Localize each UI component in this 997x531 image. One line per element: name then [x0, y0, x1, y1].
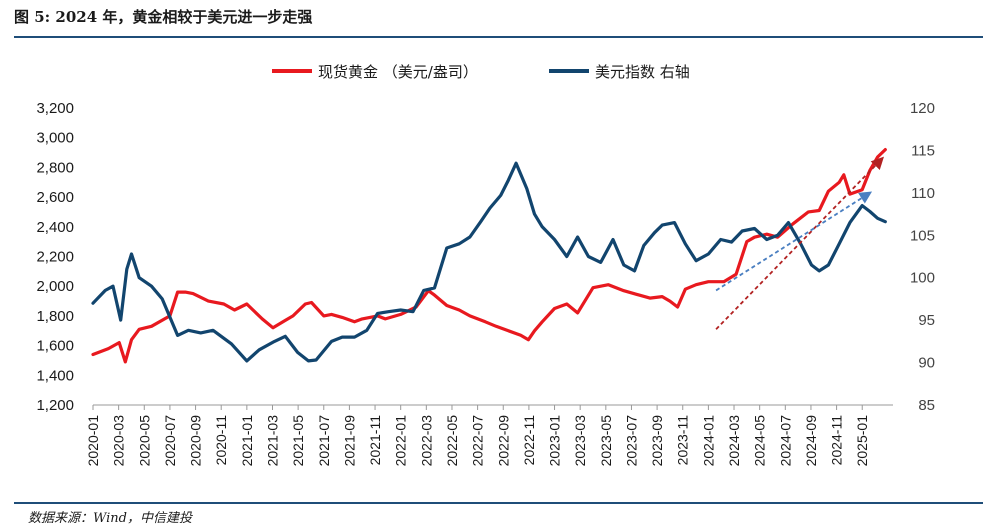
series-line-gold: [91, 148, 887, 364]
x-tick-label: 2020-01: [85, 415, 101, 467]
x-tick-label: 2022-05: [444, 415, 460, 467]
legend-label-usd: 美元指数 右轴: [595, 63, 690, 81]
y-right-tick-label: 90: [918, 355, 935, 372]
x-tick-label: 2023-05: [598, 415, 614, 467]
y-left-tick-label: 2,400: [36, 219, 74, 236]
x-tick-label: 2024-11: [829, 415, 845, 466]
x-tick-label: 2024-07: [777, 415, 793, 467]
x-tick-label: 2025-01: [854, 415, 870, 467]
x-tick-label: 2023-11: [675, 415, 691, 466]
y-right-tick-label: 105: [910, 227, 935, 244]
y-right-tick-label: 100: [910, 270, 935, 287]
x-tick-label: 2023-03: [572, 415, 588, 467]
bottom-rule: [14, 502, 983, 504]
y-left-tick-label: 3,000: [36, 130, 74, 147]
series-line-usd: [91, 161, 887, 363]
x-tick-label: 2021-09: [341, 415, 357, 467]
series-layer: [91, 148, 887, 364]
y-left-tick-label: 3,200: [36, 100, 74, 117]
x-tick-label: 2023-01: [547, 415, 563, 467]
source-note: 数据来源：Wind，中信建投: [28, 511, 192, 526]
legend-label-gold: 现货黄金 （美元/盎司）: [318, 63, 478, 81]
figure-title: 图 5: 2024 年，黄金相较于美元进一步走强: [14, 8, 313, 26]
x-tick-label: 2020-11: [213, 415, 229, 466]
x-tick-label: 2021-01: [239, 415, 255, 467]
x-tick-label: 2023-09: [649, 415, 665, 467]
y-left-tick-label: 2,800: [36, 159, 74, 176]
x-tick-label: 2021-05: [290, 415, 306, 467]
usd-trend-arrow: [715, 191, 873, 292]
x-tick-label: 2024-05: [752, 415, 768, 467]
x-tick-label: 2022-11: [521, 415, 537, 466]
y-right-tick-label: 110: [911, 185, 935, 202]
x-tick-label: 2021-03: [264, 415, 280, 467]
x-tick-label: 2020-07: [162, 415, 178, 467]
gold-trend-arrow: [715, 156, 884, 330]
y-left-tick-label: 1,800: [36, 308, 74, 325]
x-tick-label: 2022-03: [418, 415, 434, 467]
y-left-tick-label: 2,600: [36, 189, 74, 206]
y-right-tick-label: 120: [910, 100, 935, 117]
top-rule: [14, 36, 983, 38]
x-tick-label: 2024-09: [803, 415, 819, 467]
x-tick-label: 2022-09: [495, 415, 511, 467]
y-left-tick-label: 1,200: [36, 397, 74, 414]
annotation-layer: [715, 156, 884, 330]
y-axis-right: 85 90 95 100 105 110 115 120: [910, 100, 935, 414]
y-left-tick-label: 1,600: [36, 338, 74, 355]
x-tick-label: 2024-01: [700, 415, 716, 467]
y-right-tick-label: 95: [918, 312, 935, 329]
legend: 现货黄金 （美元/盎司） 美元指数 右轴: [272, 63, 690, 81]
x-tick-label: 2022-01: [393, 415, 409, 467]
x-tick-label: 2022-07: [470, 415, 486, 467]
x-tick-label: 2021-11: [367, 415, 383, 466]
x-tick-label: 2023-07: [623, 415, 639, 467]
y-axis-left: 1,200 1,400 1,600 1,800 2,000 2,200 2,400 2,600…: [36, 100, 74, 414]
x-tick-label: 2021-07: [316, 415, 332, 467]
x-tick-label: 2024-03: [726, 415, 742, 467]
x-tick-label: 2020-05: [136, 415, 152, 467]
y-right-tick-label: 115: [911, 142, 935, 159]
y-left-tick-label: 1,400: [36, 367, 74, 384]
y-left-tick-label: 2,200: [36, 249, 74, 266]
x-axis: 2020-01 2020-03 2020-05 2020-07 2020-09 2020-…: [85, 404, 893, 467]
x-tick-label: 2020-09: [188, 415, 204, 467]
x-tick-label: 2020-03: [111, 415, 127, 467]
y-left-tick-label: 2,000: [36, 278, 74, 295]
y-right-tick-label: 85: [918, 397, 935, 414]
